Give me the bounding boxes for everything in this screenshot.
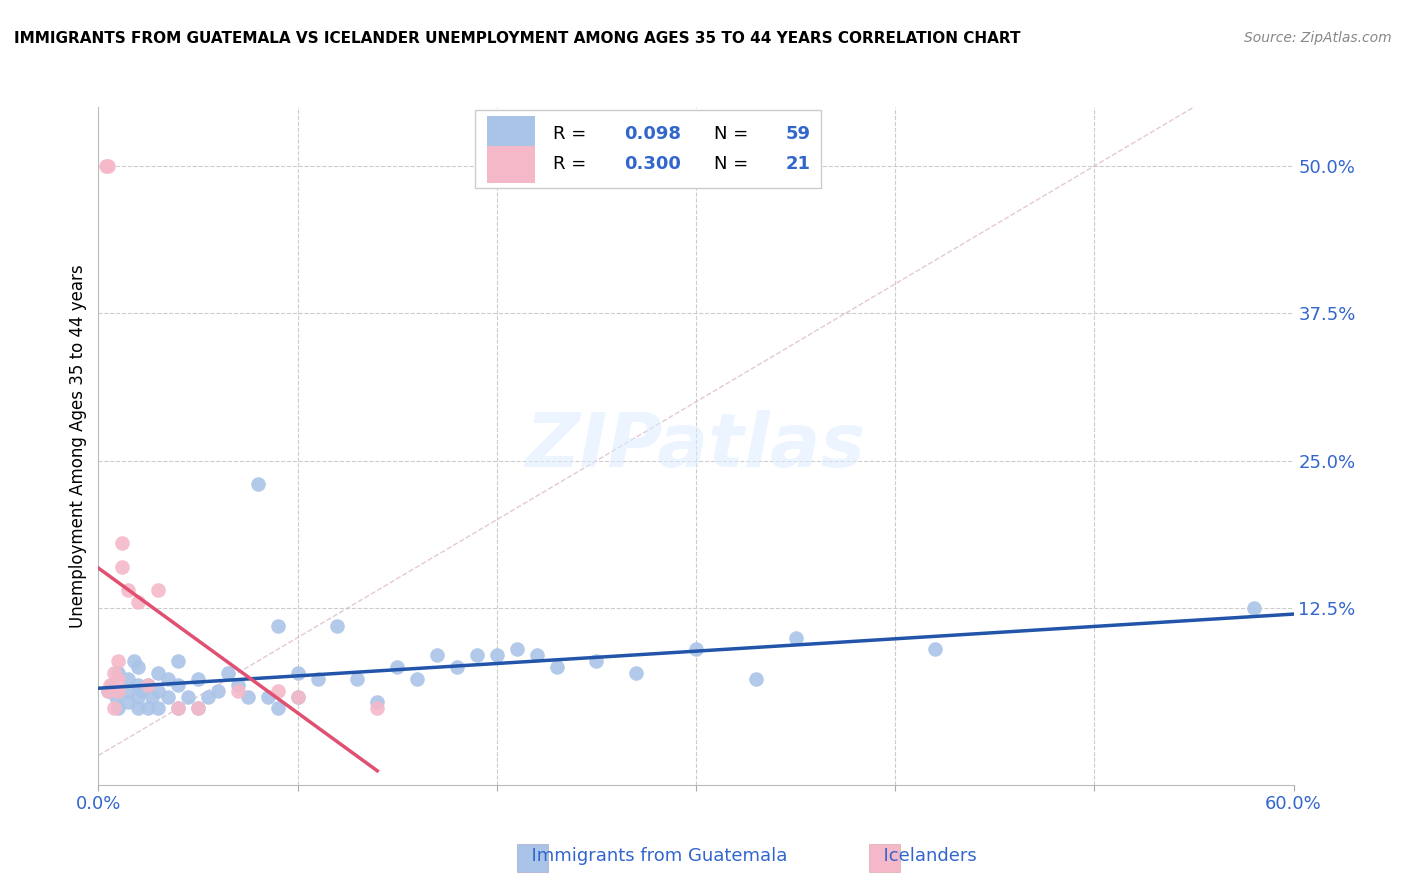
Point	[366, 701, 388, 715]
Point	[127, 701, 149, 715]
Point	[157, 672, 180, 686]
Point	[207, 683, 229, 698]
Point	[546, 660, 568, 674]
Point	[97, 683, 120, 698]
Point	[97, 683, 120, 698]
Point	[136, 678, 159, 692]
Point	[117, 695, 139, 709]
Text: IMMIGRANTS FROM GUATEMALA VS ICELANDER UNEMPLOYMENT AMONG AGES 35 TO 44 YEARS CO: IMMIGRANTS FROM GUATEMALA VS ICELANDER U…	[14, 31, 1021, 46]
Point	[307, 672, 329, 686]
Point	[167, 678, 190, 692]
Point	[217, 665, 239, 680]
Point	[107, 683, 129, 698]
Point	[1243, 601, 1265, 615]
Text: Immigrants from Guatemala: Immigrants from Guatemala	[520, 847, 787, 865]
Point	[136, 678, 159, 692]
Point	[131, 683, 153, 698]
Point	[685, 642, 707, 657]
Point	[426, 648, 449, 663]
Point	[103, 665, 125, 680]
Point	[167, 701, 190, 715]
Point	[148, 701, 170, 715]
Text: N =: N =	[714, 155, 754, 173]
Point	[157, 690, 180, 704]
Point	[124, 654, 146, 668]
Point	[287, 690, 309, 704]
Point	[177, 690, 200, 704]
Point	[485, 648, 508, 663]
Text: ZIPatlas: ZIPatlas	[526, 409, 866, 483]
Text: R =: R =	[553, 155, 592, 173]
Text: 0.098: 0.098	[624, 126, 682, 144]
Point	[148, 665, 170, 680]
Point	[187, 701, 209, 715]
FancyBboxPatch shape	[475, 111, 821, 188]
Text: Source: ZipAtlas.com: Source: ZipAtlas.com	[1244, 31, 1392, 45]
FancyBboxPatch shape	[486, 116, 534, 153]
Point	[346, 672, 368, 686]
Point	[107, 701, 129, 715]
Point	[506, 642, 529, 657]
Point	[446, 660, 468, 674]
Point	[136, 701, 159, 715]
Point	[127, 660, 149, 674]
Text: 0.300: 0.300	[624, 155, 681, 173]
Point	[98, 678, 122, 692]
Point	[127, 595, 149, 609]
Point	[107, 654, 129, 668]
Point	[236, 690, 259, 704]
Point	[187, 701, 209, 715]
Point	[785, 631, 807, 645]
Point	[117, 683, 139, 698]
Point	[924, 642, 946, 657]
Point	[187, 672, 209, 686]
Point	[103, 701, 125, 715]
Point	[127, 678, 149, 692]
FancyBboxPatch shape	[486, 145, 534, 183]
Point	[626, 665, 648, 680]
Point	[117, 583, 139, 598]
Point	[127, 690, 149, 704]
Point	[267, 619, 290, 633]
Point	[326, 619, 349, 633]
Point	[585, 654, 607, 668]
Point	[148, 583, 170, 598]
Point	[111, 559, 134, 574]
Point	[246, 477, 269, 491]
Point	[406, 672, 429, 686]
Point	[111, 536, 134, 550]
Point	[167, 654, 190, 668]
Point	[226, 683, 249, 698]
Point	[148, 683, 170, 698]
Point	[287, 690, 309, 704]
Point	[107, 672, 129, 686]
Text: Icelanders: Icelanders	[872, 847, 977, 865]
Text: 21: 21	[786, 155, 811, 173]
Point	[117, 672, 139, 686]
Point	[97, 159, 120, 173]
Point	[101, 678, 124, 692]
Point	[96, 159, 118, 173]
Point	[107, 665, 129, 680]
Point	[526, 648, 548, 663]
Point	[105, 690, 128, 704]
Point	[197, 690, 219, 704]
Point	[267, 701, 290, 715]
Text: R =: R =	[553, 126, 592, 144]
Point	[167, 701, 190, 715]
Point	[366, 695, 388, 709]
Y-axis label: Unemployment Among Ages 35 to 44 years: Unemployment Among Ages 35 to 44 years	[69, 264, 87, 628]
Point	[226, 678, 249, 692]
Point	[267, 683, 290, 698]
Point	[385, 660, 409, 674]
Point	[745, 672, 768, 686]
Point	[465, 648, 488, 663]
Point	[287, 665, 309, 680]
Text: 59: 59	[786, 126, 811, 144]
Point	[256, 690, 278, 704]
Text: N =: N =	[714, 126, 754, 144]
Point	[141, 690, 163, 704]
